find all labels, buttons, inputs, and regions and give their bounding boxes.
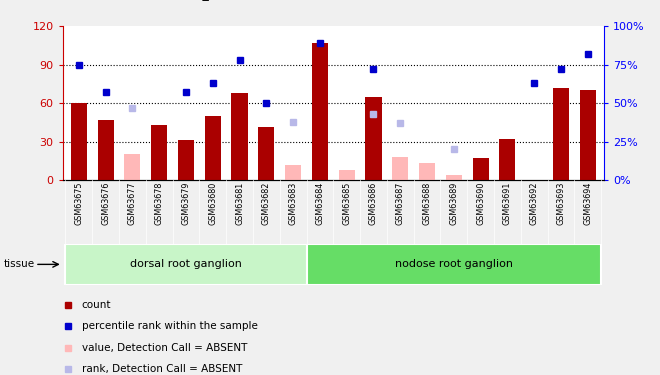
Bar <box>419 164 435 180</box>
Bar <box>366 97 381 180</box>
Text: tissue: tissue <box>3 260 34 269</box>
Text: GSM63684: GSM63684 <box>315 182 325 225</box>
Text: GSM63685: GSM63685 <box>342 182 351 225</box>
Bar <box>178 140 194 180</box>
Text: GSM63687: GSM63687 <box>396 182 405 225</box>
Text: GSM63680: GSM63680 <box>209 182 217 225</box>
Bar <box>232 93 248 180</box>
Bar <box>306 244 601 285</box>
Text: GSM63693: GSM63693 <box>556 182 566 225</box>
Bar <box>579 90 596 180</box>
Text: GSM63682: GSM63682 <box>262 182 271 225</box>
Text: GSM63686: GSM63686 <box>369 182 378 225</box>
Text: nodose root ganglion: nodose root ganglion <box>395 260 513 269</box>
Bar <box>553 88 569 180</box>
Text: GSM63675: GSM63675 <box>75 182 83 225</box>
Text: GSM63689: GSM63689 <box>449 182 458 225</box>
Text: percentile rank within the sample: percentile rank within the sample <box>82 321 257 332</box>
Bar <box>65 244 306 285</box>
Text: GSM63678: GSM63678 <box>154 182 164 225</box>
Bar <box>446 175 462 180</box>
Bar <box>285 165 301 180</box>
Text: rank, Detection Call = ABSENT: rank, Detection Call = ABSENT <box>82 364 242 374</box>
Text: GSM63681: GSM63681 <box>235 182 244 225</box>
Text: GSM63692: GSM63692 <box>530 182 539 225</box>
Text: GSM63683: GSM63683 <box>288 182 298 225</box>
Bar <box>339 170 354 180</box>
Bar <box>392 157 409 180</box>
Text: count: count <box>82 300 111 310</box>
Text: GSM63688: GSM63688 <box>422 182 432 225</box>
Bar <box>71 103 87 180</box>
Bar <box>473 158 488 180</box>
Bar <box>500 139 515 180</box>
Bar <box>258 128 275 180</box>
Text: GSM63676: GSM63676 <box>101 182 110 225</box>
Text: value, Detection Call = ABSENT: value, Detection Call = ABSENT <box>82 343 247 353</box>
Text: GSM63691: GSM63691 <box>503 182 512 225</box>
Text: GSM63677: GSM63677 <box>128 182 137 225</box>
Bar <box>98 120 114 180</box>
Bar <box>205 116 221 180</box>
Text: GSM63679: GSM63679 <box>182 182 191 225</box>
Text: GSM63694: GSM63694 <box>583 182 592 225</box>
Text: GSM63690: GSM63690 <box>476 182 485 225</box>
Bar <box>312 43 328 180</box>
Text: dorsal root ganglion: dorsal root ganglion <box>130 260 242 269</box>
Bar <box>151 125 167 180</box>
Bar <box>124 154 141 180</box>
